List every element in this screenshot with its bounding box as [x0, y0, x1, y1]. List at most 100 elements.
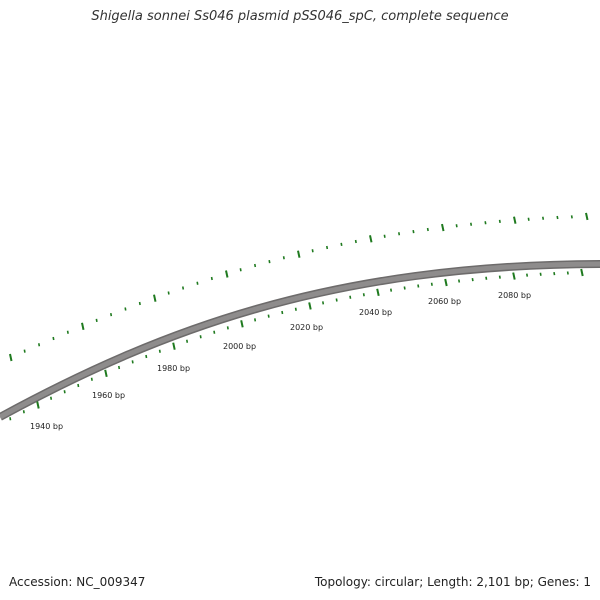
- minor-tick: [458, 279, 461, 283]
- page-title: Shigella sonnei Ss046 plasmid pSS046_spC…: [91, 9, 509, 24]
- minor-tick: [196, 281, 199, 285]
- minor-tick: [158, 349, 161, 353]
- plasmid-backbone: [0, 261, 600, 420]
- major-tick: [297, 250, 301, 258]
- minor-tick: [398, 232, 401, 236]
- minor-tick: [322, 301, 325, 305]
- major-tick: [512, 272, 516, 280]
- minor-tick: [362, 293, 365, 297]
- minor-tick: [52, 336, 55, 341]
- minor-tick: [95, 318, 98, 323]
- minor-tick: [138, 301, 141, 306]
- minor-tick: [268, 259, 271, 264]
- minor-tick: [167, 291, 170, 295]
- minor-tick: [326, 245, 329, 250]
- minor-tick: [63, 390, 66, 394]
- minor-tick: [267, 314, 270, 318]
- minor-tick: [390, 288, 393, 292]
- major-tick: [81, 322, 85, 331]
- minor-tick: [213, 330, 216, 334]
- minor-tick: [455, 224, 458, 228]
- major-tick: [376, 288, 380, 297]
- major-tick: [369, 235, 373, 243]
- minor-tick: [23, 349, 26, 353]
- minor-tick: [186, 339, 189, 343]
- major-tick: [104, 369, 108, 378]
- accession-text: Accession: NC_009347: [9, 575, 146, 589]
- minor-tick: [417, 284, 420, 288]
- minor-tick: [210, 276, 213, 281]
- tick-label: 1980 bp: [157, 364, 190, 373]
- tick-label: 2000 bp: [223, 342, 256, 351]
- minor-tick: [403, 286, 406, 290]
- major-tick: [172, 342, 176, 350]
- major-tick: [153, 294, 157, 302]
- major-tick: [9, 353, 13, 362]
- tick-label: 1960 bp: [92, 391, 125, 400]
- tick-label: 2060 bp: [428, 297, 461, 306]
- minor-tick: [239, 268, 242, 272]
- minor-tick: [526, 273, 529, 277]
- major-tick: [36, 401, 40, 409]
- minor-tick: [50, 396, 53, 400]
- minor-tick: [470, 222, 473, 226]
- minor-tick: [570, 215, 573, 219]
- major-tick: [585, 212, 589, 221]
- minor-tick: [335, 298, 338, 302]
- minor-tick: [66, 330, 69, 334]
- major-tick: [444, 278, 448, 287]
- minor-tick: [38, 343, 41, 347]
- minor-tick: [485, 276, 488, 280]
- backbone-edge: [0, 260, 600, 421]
- minor-tick: [340, 242, 343, 247]
- minor-tick: [354, 239, 357, 244]
- minor-tick: [542, 216, 545, 220]
- tick-label: 1940 bp: [30, 422, 63, 431]
- minor-tick: [527, 217, 530, 221]
- minor-tick: [539, 272, 542, 276]
- minor-tick: [349, 295, 352, 299]
- minor-tick: [254, 318, 257, 322]
- minor-tick: [77, 383, 80, 388]
- major-tick: [308, 302, 312, 310]
- minor-tick: [281, 310, 284, 315]
- minor-tick: [412, 229, 415, 234]
- minor-tick: [426, 227, 429, 232]
- minor-tick: [90, 377, 93, 381]
- major-tick: [580, 268, 584, 277]
- minor-tick: [254, 263, 257, 268]
- minor-tick: [182, 286, 185, 290]
- tick-labels: 1940 bp 1960 bp 1980 bp 2000 bp 2020 bp …: [30, 291, 531, 431]
- minor-tick: [124, 307, 127, 311]
- tick-label: 2020 bp: [290, 323, 323, 332]
- major-tick: [513, 216, 517, 224]
- minor-tick: [22, 410, 25, 414]
- tick-label: 2040 bp: [359, 308, 392, 317]
- minor-tick: [145, 354, 148, 359]
- minor-tick: [498, 275, 501, 279]
- minor-tick: [294, 307, 297, 311]
- minor-tick: [131, 360, 134, 364]
- major-tick: [441, 223, 445, 232]
- minor-tick: [484, 221, 487, 225]
- summary-text: Topology: circular; Length: 2,101 bp; Ge…: [314, 575, 591, 589]
- minor-tick: [311, 249, 314, 253]
- minor-tick: [553, 271, 556, 276]
- outer-tick-track: [9, 212, 589, 362]
- minor-tick: [566, 271, 569, 275]
- minor-tick: [9, 417, 12, 421]
- major-tick: [225, 270, 229, 278]
- minor-tick: [118, 365, 121, 370]
- inner-tick-track: [9, 268, 584, 421]
- minor-tick: [226, 326, 229, 330]
- minor-tick: [199, 335, 202, 339]
- minor-tick: [383, 234, 386, 238]
- minor-tick: [498, 219, 501, 224]
- minor-tick: [110, 312, 113, 317]
- minor-tick: [556, 215, 559, 220]
- major-tick: [240, 320, 244, 328]
- minor-tick: [471, 277, 474, 282]
- minor-tick: [430, 282, 433, 286]
- tick-label: 2080 bp: [498, 291, 531, 300]
